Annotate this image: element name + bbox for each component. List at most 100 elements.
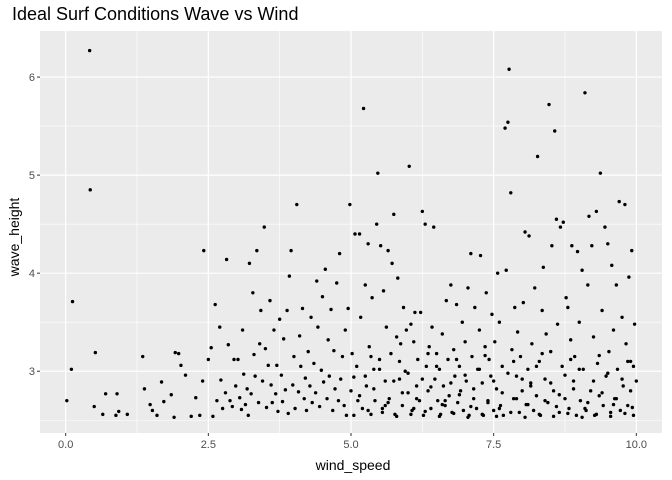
data-point <box>574 413 579 418</box>
data-point <box>352 375 356 379</box>
data-point <box>464 379 468 383</box>
data-point <box>469 251 473 256</box>
data-point <box>115 392 119 396</box>
x-tick-label: 10.0 <box>626 439 647 451</box>
data-point <box>320 295 325 299</box>
data-point <box>520 377 524 381</box>
data-point <box>141 354 145 359</box>
data-point <box>369 354 373 359</box>
data-point <box>313 391 318 395</box>
data-point <box>239 407 244 412</box>
data-point <box>543 398 547 403</box>
data-point <box>429 385 433 389</box>
data-point <box>377 357 382 362</box>
data-point <box>418 310 423 315</box>
data-point <box>243 402 248 407</box>
data-point <box>372 367 376 371</box>
data-point <box>623 411 627 416</box>
data-point <box>471 387 476 391</box>
data-point <box>386 400 390 405</box>
data-point <box>630 248 634 253</box>
data-point <box>534 364 539 369</box>
data-point <box>287 274 292 278</box>
chart-title: Ideal Surf Conditions Wave vs Wind <box>12 4 298 24</box>
data-point <box>501 413 506 418</box>
data-point <box>389 351 393 356</box>
data-point <box>557 393 561 397</box>
data-point <box>443 403 447 408</box>
data-point <box>480 381 484 385</box>
data-point <box>387 396 391 401</box>
data-point <box>155 413 159 418</box>
data-point <box>218 325 222 329</box>
data-point <box>357 232 362 236</box>
data-point <box>228 398 232 403</box>
data-point <box>533 286 537 290</box>
data-point <box>517 410 522 415</box>
data-point <box>580 268 584 272</box>
data-point <box>198 413 202 418</box>
data-point <box>296 390 301 394</box>
data-point <box>449 283 453 287</box>
data-point <box>383 403 387 408</box>
data-point <box>523 415 527 420</box>
data-point <box>343 328 347 332</box>
data-point <box>226 343 231 347</box>
data-point <box>540 308 544 313</box>
data-point <box>392 212 396 217</box>
data-point <box>480 412 484 417</box>
data-point <box>234 384 238 388</box>
data-point <box>404 328 409 332</box>
data-point <box>509 191 513 195</box>
data-point <box>420 209 425 214</box>
data-point <box>571 387 576 391</box>
data-point <box>583 406 587 411</box>
data-point <box>256 400 261 405</box>
data-point <box>497 406 502 411</box>
data-point <box>534 394 539 398</box>
data-point <box>396 276 400 280</box>
data-point <box>247 261 252 266</box>
data-point <box>211 414 215 419</box>
data-point <box>215 398 219 403</box>
data-point <box>490 312 494 317</box>
data-point <box>489 374 493 378</box>
data-point <box>554 404 559 409</box>
data-point <box>456 400 460 405</box>
data-point <box>159 380 164 384</box>
data-point <box>551 389 556 393</box>
data-point <box>189 414 193 419</box>
data-point <box>591 335 596 339</box>
data-point <box>600 308 604 313</box>
data-point <box>291 383 295 387</box>
data-point <box>429 406 433 411</box>
data-point <box>272 328 276 332</box>
data-point <box>381 289 386 293</box>
data-point <box>581 367 585 371</box>
data-point <box>546 400 550 405</box>
data-point <box>293 406 297 411</box>
data-point <box>520 389 524 393</box>
data-point <box>547 102 551 107</box>
data-point <box>569 338 573 342</box>
data-point <box>452 411 456 416</box>
data-point <box>169 393 173 397</box>
data-point <box>306 349 310 354</box>
data-point <box>176 351 181 356</box>
data-point <box>315 279 319 283</box>
data-point <box>586 400 590 405</box>
data-point <box>162 399 166 404</box>
data-point <box>487 357 491 362</box>
data-point <box>460 320 464 324</box>
data-point <box>537 412 542 417</box>
data-point <box>249 392 253 396</box>
data-point <box>594 209 599 214</box>
data-point <box>491 408 496 413</box>
data-point <box>603 225 607 229</box>
data-point <box>266 363 270 368</box>
data-point <box>509 410 513 415</box>
data-point <box>624 342 628 346</box>
data-point <box>367 345 371 349</box>
data-point <box>240 328 245 332</box>
data-point <box>252 352 256 357</box>
